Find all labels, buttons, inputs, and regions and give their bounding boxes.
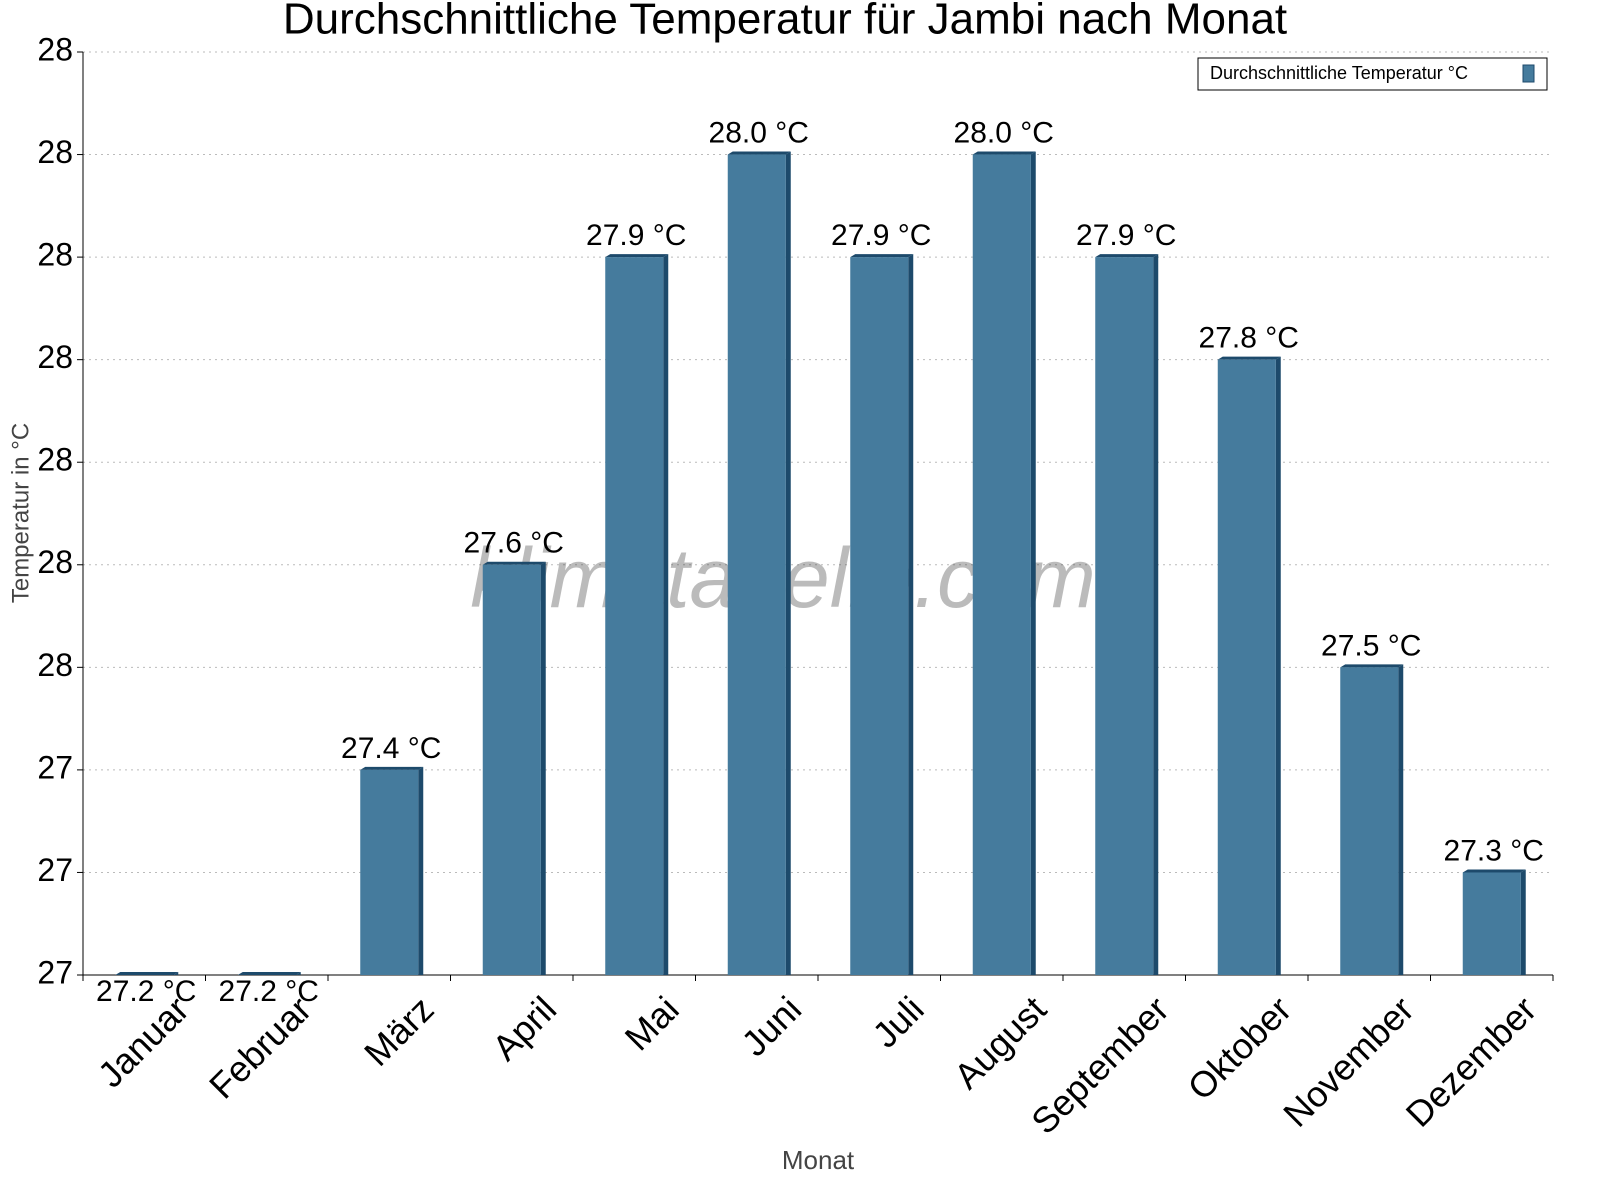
x-axis-label: Monat bbox=[782, 1145, 855, 1175]
bar-top bbox=[605, 254, 669, 258]
legend-label: Durchschnittliche Temperatur °C bbox=[1210, 63, 1468, 83]
bar-top bbox=[850, 254, 914, 258]
y-tick-label: 27 bbox=[37, 852, 73, 888]
bar bbox=[1095, 257, 1154, 976]
y-tick-label: 28 bbox=[37, 339, 73, 375]
value-label: 27.6 °C bbox=[464, 527, 564, 560]
bar bbox=[605, 257, 664, 976]
legend-box bbox=[1197, 57, 1548, 91]
bar-side bbox=[1030, 151, 1036, 976]
bar-side bbox=[1520, 869, 1526, 975]
bar-side bbox=[418, 766, 424, 975]
value-label: 27.3 °C bbox=[1444, 834, 1544, 867]
chart-title: Durchschnittliche Temperatur für Jambi n… bbox=[283, 0, 1287, 44]
bar bbox=[360, 769, 419, 975]
y-tick-label: 28 bbox=[37, 31, 73, 67]
bar-top bbox=[972, 151, 1036, 155]
value-label: 27.5 °C bbox=[1321, 629, 1421, 662]
bar-side bbox=[540, 561, 546, 975]
y-axis-label: Temperatur in °C bbox=[7, 423, 34, 603]
value-label: 28.0 °C bbox=[954, 116, 1054, 149]
bar bbox=[727, 154, 786, 976]
bar-side bbox=[785, 151, 791, 976]
bar-side bbox=[908, 254, 914, 976]
y-tick-label: 28 bbox=[37, 442, 73, 478]
value-label: 28.0 °C bbox=[709, 116, 809, 149]
y-tick-label: 27 bbox=[37, 954, 73, 990]
bar-side bbox=[1398, 664, 1404, 975]
bar-top bbox=[1217, 356, 1281, 360]
bar bbox=[850, 257, 909, 976]
bar-top bbox=[482, 561, 546, 565]
bar bbox=[482, 564, 541, 975]
y-tick-label: 28 bbox=[37, 544, 73, 580]
y-tick-label: 27 bbox=[37, 749, 73, 785]
bar bbox=[1217, 359, 1276, 976]
y-tick-label: 28 bbox=[37, 237, 73, 273]
bar-top bbox=[727, 151, 791, 155]
value-label: 27.8 °C bbox=[1199, 322, 1299, 355]
value-label: 27.4 °C bbox=[341, 732, 441, 765]
bar-side bbox=[663, 254, 669, 976]
bar-top bbox=[1340, 664, 1404, 668]
value-label: 27.9 °C bbox=[831, 219, 931, 252]
value-label: 27.2 °C bbox=[219, 975, 319, 1008]
bar-top bbox=[1095, 254, 1159, 258]
y-tick-label: 28 bbox=[37, 134, 73, 170]
bar-top bbox=[360, 766, 424, 770]
bar bbox=[972, 154, 1031, 976]
bar bbox=[1340, 667, 1399, 975]
y-tick-label: 28 bbox=[37, 647, 73, 683]
bar-top bbox=[237, 972, 301, 975]
bar-side bbox=[1153, 254, 1159, 976]
value-label: 27.9 °C bbox=[586, 219, 686, 252]
bar bbox=[1462, 872, 1521, 975]
value-label: 27.9 °C bbox=[1076, 219, 1176, 252]
bar-side bbox=[1275, 356, 1281, 976]
bar-top bbox=[1462, 869, 1526, 873]
value-label: 27.2 °C bbox=[96, 975, 196, 1008]
legend-swatch bbox=[1522, 64, 1535, 83]
bar-top bbox=[115, 972, 179, 975]
